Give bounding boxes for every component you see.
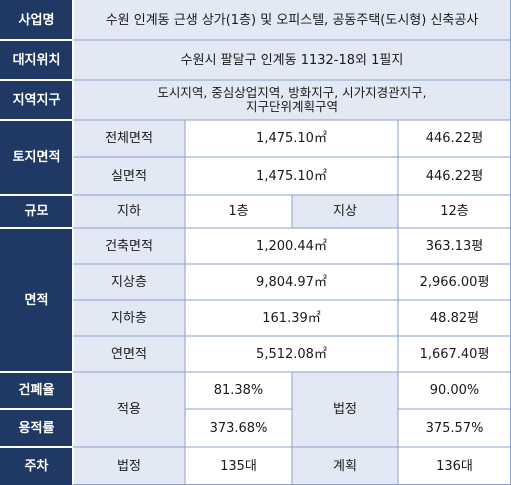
- floor-area-ratio-applied: 373.68%: [185, 409, 292, 447]
- floor-area-row-label: 지하층: [73, 300, 185, 336]
- building-coverage-legal: 90.00%: [398, 372, 511, 409]
- building-coverage-applied: 81.38%: [185, 372, 292, 409]
- floor-area-sqm: 5,512.08㎡: [185, 336, 398, 372]
- zoning-label: 지역지구: [0, 80, 73, 120]
- floor-area-sqm: 161.39㎡: [185, 300, 398, 336]
- zoning-value-line1: 도시지역, 중심상업지역, 방화지구, 시가지경관지구,: [157, 85, 427, 100]
- parking-planned-label: 계획: [292, 447, 398, 485]
- land-area-pyeong: 446.22평: [398, 157, 511, 195]
- zoning-value: 도시지역, 중심상업지역, 방화지구, 시가지경관지구, 지구단위계획구역: [73, 80, 511, 120]
- scale-basement-label: 지하: [73, 195, 185, 228]
- floor-area-sqm: 1,200.44㎡: [185, 228, 398, 264]
- scale-basement-value: 1층: [185, 195, 292, 228]
- floor-area-ratio-legal: 375.57%: [398, 409, 511, 447]
- floor-area-row-label: 건축면적: [73, 228, 185, 264]
- floor-area-pyeong: 1,667.40평: [398, 336, 511, 372]
- land-area-sqm: 1,475.10㎡: [185, 157, 398, 195]
- floor-area-pyeong: 363.13평: [398, 228, 511, 264]
- floor-area-sqm: 9,804.97㎡: [185, 264, 398, 300]
- land-area-row-label: 실면적: [73, 157, 185, 195]
- parking-planned-value: 136대: [398, 447, 511, 485]
- building-coverage-label: 건폐율: [0, 372, 73, 409]
- floor-area-ratio-label: 용적률: [0, 409, 73, 447]
- parking-legal-label: 법정: [73, 447, 185, 485]
- ratio-applied-label: 적용: [73, 372, 185, 447]
- parking-label: 주차: [0, 447, 73, 485]
- business-name-value: 수원 인계동 근생 상가(1층) 및 오피스텔, 공동주택(도시형) 신축공사: [73, 0, 511, 40]
- land-area-pyeong: 446.22평: [398, 120, 511, 157]
- site-location-value: 수원시 팔달구 인계동 1132-18외 1필지: [73, 40, 511, 80]
- floor-area-label: 면적: [0, 228, 73, 372]
- scale-above-value: 12층: [398, 195, 511, 228]
- parking-legal-value: 135대: [185, 447, 292, 485]
- land-area-sqm: 1,475.10㎡: [185, 120, 398, 157]
- scale-above-label: 지상: [292, 195, 398, 228]
- land-area-label: 토지면적: [0, 120, 73, 195]
- ratio-legal-label: 법정: [292, 372, 398, 447]
- floor-area-row-label: 지상층: [73, 264, 185, 300]
- scale-label: 규모: [0, 195, 73, 228]
- floor-area-pyeong: 2,966.00평: [398, 264, 511, 300]
- floor-area-row-label: 연면적: [73, 336, 185, 372]
- business-name-label: 사업명: [0, 0, 73, 40]
- land-area-row-label: 전체면적: [73, 120, 185, 157]
- zoning-value-line2: 지구단위계획구역: [245, 99, 338, 114]
- floor-area-pyeong: 48.82평: [398, 300, 511, 336]
- site-location-label: 대지위치: [0, 40, 73, 80]
